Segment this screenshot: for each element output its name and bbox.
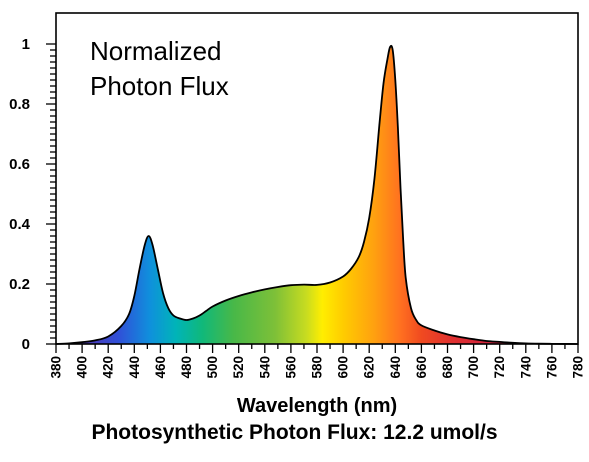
x-tick-label: 680	[440, 356, 455, 379]
y-axis: 0 0.2 0.4 0.6 0.8 1	[9, 36, 56, 353]
chart-title-line-2: Photon Flux	[90, 71, 229, 101]
x-tick-label: 420	[101, 356, 116, 379]
y-tick-label: 0.8	[9, 96, 30, 113]
x-tick-label: 480	[179, 356, 194, 379]
x-tick-label: 520	[231, 356, 246, 379]
x-tick-label: 620	[362, 356, 377, 379]
x-tick-label: 600	[336, 356, 351, 379]
x-axis-title: Wavelength (nm)	[237, 395, 397, 417]
x-tick-label: 700	[466, 356, 481, 379]
spectrum-area-layer	[55, 44, 579, 345]
photon-flux-caption: Photosynthetic Photon Flux: 12.2 umol/s	[91, 421, 498, 444]
x-tick-label: 780	[571, 356, 586, 379]
y-tick-label: 0.4	[9, 216, 31, 233]
x-tick-label: 500	[205, 356, 220, 379]
x-axis: 380 400 420 440 460 480 500 520 540 560 580 600 620 6…	[49, 344, 586, 379]
x-tick-label: 460	[153, 356, 168, 379]
x-tick-label: 760	[544, 356, 559, 379]
x-tick-label: 660	[414, 356, 429, 379]
x-tick-label: 560	[283, 356, 298, 379]
x-tick-label: 440	[127, 356, 142, 379]
y-tick-label: 0.6	[9, 156, 30, 173]
y-tick-label: 1	[22, 36, 30, 53]
x-tick-label: 580	[310, 356, 325, 379]
x-tick-label: 380	[49, 356, 64, 379]
y-tick-label: 0	[22, 336, 30, 353]
x-tick-label: 640	[388, 356, 403, 379]
x-tick-label: 540	[257, 356, 272, 379]
spectrum-line	[55, 44, 579, 345]
x-tick-label: 740	[518, 356, 533, 379]
y-tick-label: 0.2	[9, 276, 30, 293]
x-tick-label: 720	[492, 356, 507, 379]
chart-title-line-1: Normalized	[90, 36, 222, 66]
x-tick-label: 400	[75, 356, 90, 379]
